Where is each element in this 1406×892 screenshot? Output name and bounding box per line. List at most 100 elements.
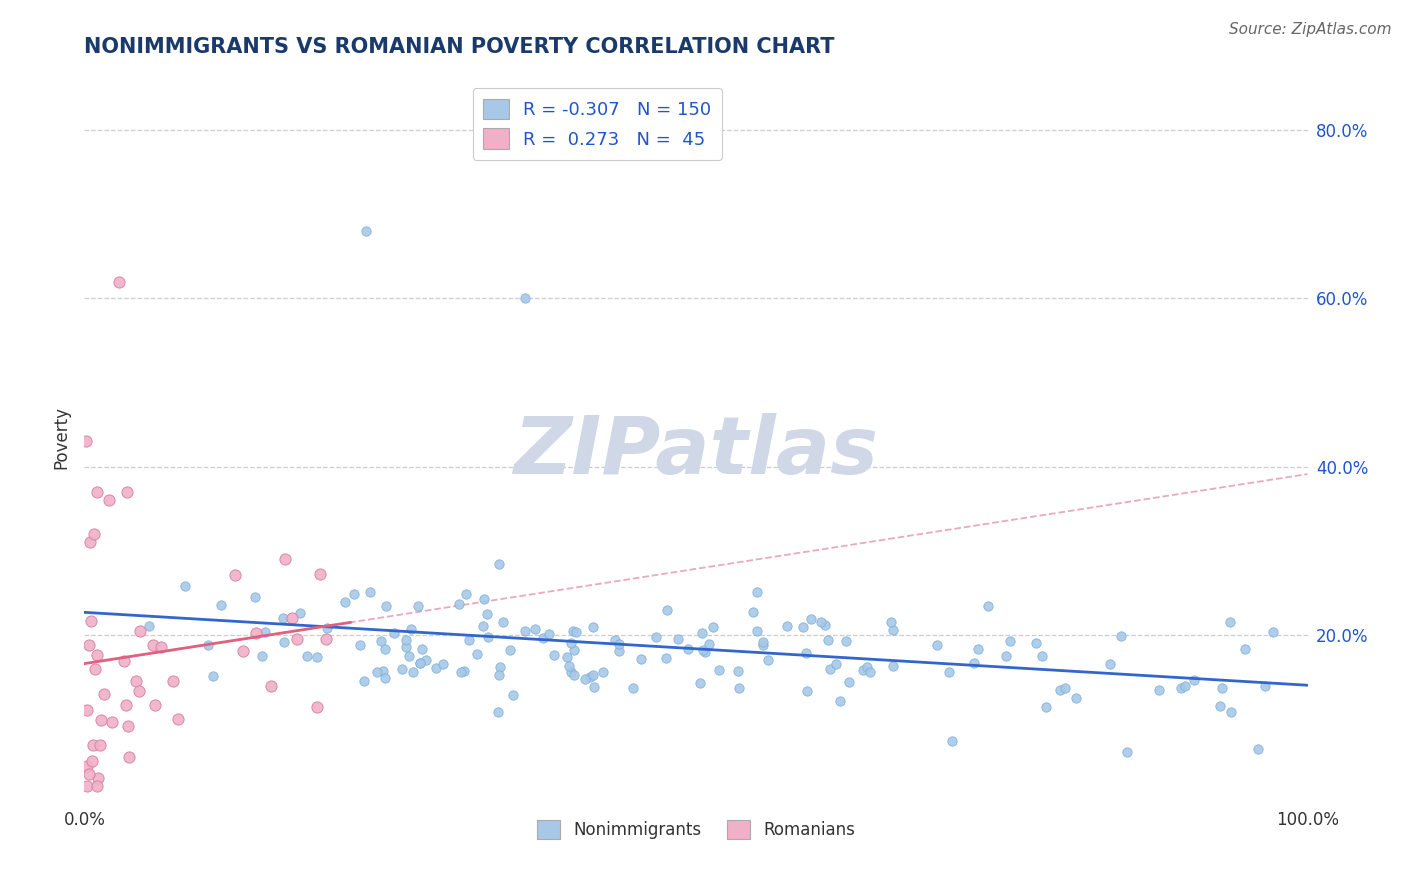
Point — [87, 771, 110, 785]
Point — [776, 619, 799, 633]
Point — [162, 673, 184, 688]
Point — [555, 650, 578, 665]
Point — [977, 599, 1000, 613]
Point — [488, 659, 510, 673]
Point — [747, 624, 769, 639]
Point — [607, 637, 630, 651]
Point — [354, 224, 377, 238]
Point — [582, 667, 605, 681]
Point — [315, 632, 337, 647]
Point — [486, 705, 509, 719]
Point — [502, 688, 524, 702]
Point — [630, 651, 652, 665]
Point — [273, 634, 295, 648]
Point — [143, 698, 166, 712]
Point — [395, 632, 418, 647]
Text: ZIPatlas: ZIPatlas — [513, 413, 879, 491]
Point — [415, 653, 437, 667]
Point — [828, 694, 851, 708]
Point — [89, 738, 111, 752]
Point — [678, 642, 700, 657]
Point — [398, 649, 420, 664]
Point — [86, 484, 108, 499]
Point — [810, 615, 832, 630]
Point — [76, 779, 98, 793]
Point — [465, 647, 488, 661]
Point — [253, 625, 276, 640]
Point — [702, 620, 724, 634]
Point — [359, 585, 381, 599]
Point — [90, 714, 112, 728]
Point — [488, 668, 510, 682]
Point — [1064, 691, 1087, 706]
Point — [75, 434, 97, 449]
Point — [488, 557, 510, 571]
Point — [741, 605, 763, 619]
Point — [824, 657, 846, 672]
Point — [402, 665, 425, 679]
Point — [1147, 683, 1170, 698]
Point — [745, 585, 768, 599]
Point — [209, 598, 232, 612]
Point — [697, 637, 720, 651]
Point — [391, 662, 413, 676]
Point — [796, 684, 818, 698]
Point — [941, 734, 963, 748]
Point — [1109, 630, 1132, 644]
Point — [129, 624, 152, 639]
Point — [115, 484, 138, 499]
Point — [166, 712, 188, 726]
Point — [578, 670, 600, 684]
Point — [752, 638, 775, 652]
Point — [814, 618, 837, 632]
Point — [406, 599, 429, 613]
Point — [77, 767, 100, 781]
Point — [142, 638, 165, 652]
Point — [409, 656, 432, 670]
Point — [1246, 742, 1268, 756]
Point — [818, 662, 841, 676]
Point — [657, 603, 679, 617]
Point — [454, 587, 477, 601]
Point — [621, 681, 644, 696]
Point — [728, 681, 751, 695]
Point — [107, 275, 129, 289]
Point — [245, 625, 267, 640]
Point — [756, 653, 779, 667]
Point — [118, 750, 141, 764]
Point — [82, 754, 104, 768]
Point — [453, 664, 475, 678]
Point — [882, 658, 904, 673]
Point — [128, 684, 150, 698]
Point — [1261, 624, 1284, 639]
Point — [371, 665, 394, 679]
Point — [86, 779, 108, 793]
Point — [472, 591, 495, 606]
Point — [271, 610, 294, 624]
Point — [333, 595, 356, 609]
Point — [449, 597, 471, 611]
Point — [457, 632, 479, 647]
Point — [644, 631, 666, 645]
Point — [305, 700, 328, 714]
Point — [689, 676, 711, 690]
Point — [117, 719, 139, 733]
Point — [1219, 615, 1241, 629]
Point — [1211, 681, 1233, 695]
Point — [513, 291, 536, 305]
Point — [1220, 705, 1243, 719]
Point — [243, 590, 266, 604]
Point — [938, 665, 960, 679]
Point — [794, 646, 817, 660]
Point — [543, 648, 565, 662]
Point — [274, 552, 297, 566]
Point — [295, 649, 318, 664]
Point — [399, 623, 422, 637]
Point — [197, 638, 219, 652]
Point — [77, 638, 100, 652]
Point — [80, 614, 103, 628]
Point — [531, 631, 554, 645]
Point — [693, 645, 716, 659]
Point — [560, 636, 582, 650]
Point — [115, 698, 138, 713]
